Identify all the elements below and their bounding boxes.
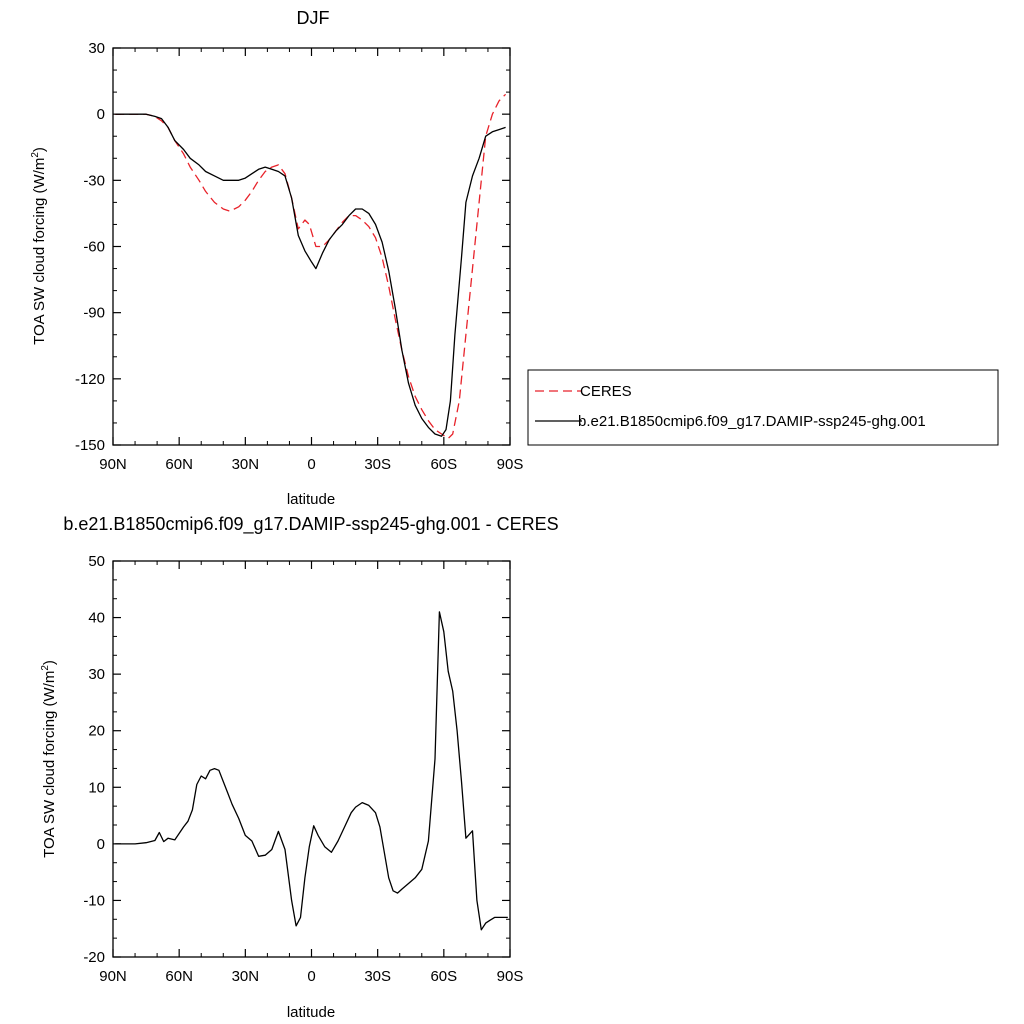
x-axis-bottom: 90N 60N 30N 0 30S 60S 90S bbox=[99, 561, 523, 985]
y-axis-label-top-main: TOA SW cloud forcing (W/m bbox=[31, 158, 48, 345]
y-axis-bottom: 50 40 30 20 10 0 -10 -20 bbox=[83, 553, 510, 966]
plot-frame-bottom bbox=[112, 560, 511, 958]
legend-label-ceres: CERES bbox=[580, 383, 632, 400]
x-tick-label: 90S bbox=[497, 456, 524, 473]
series-group-bottom bbox=[115, 611, 508, 931]
y-axis-label-bottom-sup: 2 bbox=[40, 665, 51, 671]
x-tick-label: 90N bbox=[99, 968, 127, 985]
y-tick-label: -10 bbox=[83, 892, 105, 909]
x-tick-label: 60N bbox=[165, 968, 193, 985]
y-tick-label: -20 bbox=[83, 949, 105, 966]
y-tick-label: -60 bbox=[83, 239, 105, 256]
y-tick-label: -120 bbox=[75, 371, 105, 388]
x-tick-label: 60S bbox=[430, 456, 457, 473]
x-tick-label: 90N bbox=[99, 456, 127, 473]
x-tick-label: 90S bbox=[497, 968, 524, 985]
y-tick-label: 20 bbox=[88, 723, 105, 740]
series-line-b-e21-b1850cmip6-f09-g17-damip-ssp245-ghg-001 bbox=[115, 113, 506, 437]
y-tick-label: -90 bbox=[83, 305, 105, 322]
x-tick-label: 0 bbox=[307, 456, 315, 473]
panel-difference: b.e21.B1850cmip6.f09_g17.DAMIP-ssp245-gh… bbox=[40, 514, 559, 1021]
y-axis-top: 30 0 -30 -60 -90 -120 -150 bbox=[75, 40, 510, 454]
x-tick-label: 30N bbox=[232, 968, 260, 985]
y-axis-label-bottom: TOA SW cloud forcing (W/m2) bbox=[40, 660, 58, 858]
x-axis-top: 90N 60N 30N 0 30S 60S 90S bbox=[99, 48, 523, 473]
x-tick-label: 0 bbox=[307, 968, 315, 985]
x-axis-label-top: latitude bbox=[287, 491, 335, 508]
y-axis-label-top-end: ) bbox=[31, 147, 48, 152]
y-tick-label: 40 bbox=[88, 610, 105, 627]
x-tick-label: 60S bbox=[430, 968, 457, 985]
series-line-panel1-0 bbox=[115, 611, 508, 931]
chart-title-djf: DJF bbox=[297, 8, 330, 28]
y-tick-label: 0 bbox=[97, 836, 105, 853]
x-tick-label: 60N bbox=[165, 456, 193, 473]
y-axis-label-top-sup: 2 bbox=[30, 152, 41, 158]
y-tick-label: 30 bbox=[88, 40, 105, 57]
legend-box bbox=[527, 369, 999, 446]
y-axis-label-bottom-end: ) bbox=[41, 660, 58, 665]
legend: CERES b.e21.B1850cmip6.f09_g17.DAMIP-ssp… bbox=[527, 369, 999, 446]
x-tick-label: 30S bbox=[364, 456, 391, 473]
series-group-top bbox=[115, 93, 507, 440]
x-tick-label: 30N bbox=[232, 456, 260, 473]
y-tick-label: 0 bbox=[97, 106, 105, 123]
x-axis-label-bottom: latitude bbox=[287, 1004, 335, 1021]
x-tick-label: 30S bbox=[364, 968, 391, 985]
legend-label-model: b.e21.B1850cmip6.f09_g17.DAMIP-ssp245-gh… bbox=[578, 413, 926, 430]
y-axis-label-bottom-main: TOA SW cloud forcing (W/m bbox=[41, 671, 58, 858]
series-line-ceres bbox=[115, 93, 507, 440]
plot-frame-top bbox=[112, 47, 511, 446]
y-tick-label: 50 bbox=[88, 553, 105, 570]
y-tick-label: 10 bbox=[88, 779, 105, 796]
y-axis-label-top: TOA SW cloud forcing (W/m2) bbox=[30, 147, 48, 345]
y-tick-label: -150 bbox=[75, 437, 105, 454]
panel-djf: DJF 30 0 -30 -60 -90 -120 -150 90N 60N 30N 0 30S 60… bbox=[30, 8, 523, 508]
chart-title-difference: b.e21.B1850cmip6.f09_g17.DAMIP-ssp245-gh… bbox=[63, 514, 558, 535]
y-tick-label: -30 bbox=[83, 172, 105, 189]
y-tick-label: 30 bbox=[88, 666, 105, 683]
